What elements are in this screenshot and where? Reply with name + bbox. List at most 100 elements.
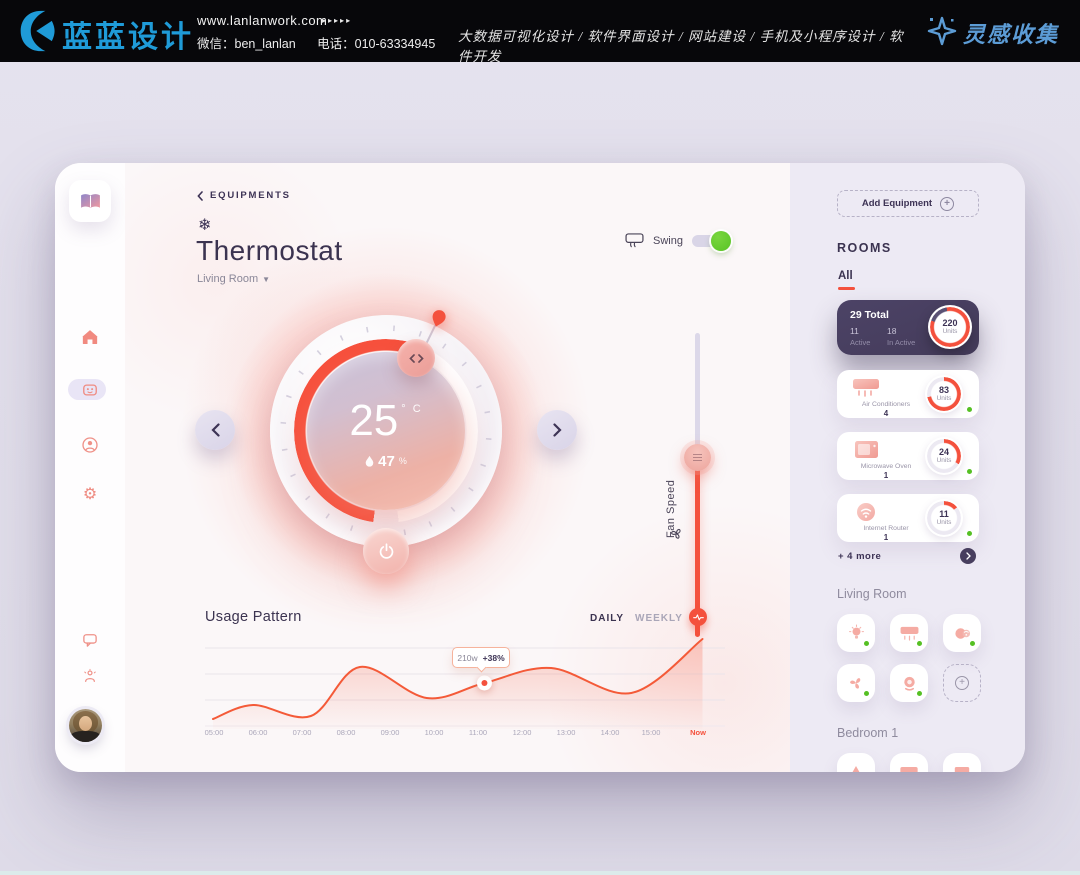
rooms-title: ROOMS <box>837 241 892 255</box>
equipment-units-ring: 11 Units <box>925 499 963 537</box>
marker-dot <box>481 680 488 686</box>
usage-pattern-title: Usage Pattern <box>205 609 302 625</box>
add-equipment-label: Add Equipment <box>861 198 933 209</box>
humidity-readout: 47 % <box>365 453 407 470</box>
tile-wifi-router[interactable] <box>943 614 981 652</box>
sparkle-star-icon <box>927 16 957 46</box>
room-selector[interactable]: Living Room ▼ <box>197 273 270 285</box>
tile-fan[interactable] <box>837 664 875 702</box>
rooms-panel: Add Equipment + ROOMS All 29 Total 11 Ac… <box>790 163 1025 772</box>
x-axis-label: 06:00 <box>248 728 268 737</box>
brand-name: 蓝蓝设计 <box>62 21 194 54</box>
tab-daily[interactable]: DAILY <box>590 613 625 624</box>
sidebar-item-messages[interactable] <box>83 633 98 647</box>
website-link[interactable]: www.lanlanwork.com <box>197 13 328 28</box>
sidebar-item-settings[interactable]: ⚙ <box>83 484 97 504</box>
swing-icon <box>625 233 644 248</box>
user-avatar[interactable] <box>69 709 102 742</box>
humidity-unit: % <box>398 456 407 466</box>
heater-icon <box>954 767 970 772</box>
temp-decrease-button[interactable] <box>195 410 235 450</box>
promo-banner: 蓝蓝设计 www.lanlanwork.com ▸▸▸▸▸ 微信：ben_lan… <box>0 0 1080 64</box>
expand-more-button[interactable] <box>960 548 976 564</box>
filter-all[interactable]: All <box>838 270 855 290</box>
tile-add-device[interactable]: + <box>943 664 981 702</box>
x-axis-label: 07:00 <box>292 728 312 737</box>
temperature-readout: 25 ° C <box>349 395 422 445</box>
summary-units-ring: 220 Units <box>928 305 972 349</box>
dial-ticks <box>280 325 492 537</box>
x-axis-label: 12:00 <box>512 728 532 737</box>
equipment-count: 4 <box>883 409 889 418</box>
summary-active: 11 Active <box>850 326 871 347</box>
fan-speed-label: Fan Speed <box>665 479 677 538</box>
equipment-card-microwave-oven[interactable]: Microwave Oven 1 24 Units <box>837 432 979 480</box>
chevron-left-icon <box>408 353 415 363</box>
snowflake-icon: ❄ <box>198 217 212 234</box>
temperature-pin-icon <box>432 310 446 327</box>
summary-inactive: 18 In Active <box>887 326 916 347</box>
microwave-oven-icon <box>855 441 878 458</box>
temperature-drag-knob[interactable] <box>397 339 435 377</box>
phone-label: 电话：010-63334945 <box>317 37 436 51</box>
x-axis-label: 05:00 <box>204 728 224 737</box>
services-list: 大数据可视化设计 / 软件界面设计 / 网站建设 / 手机及小程序设计 / 软件… <box>458 29 904 64</box>
sidebar-item-account[interactable] <box>82 437 99 454</box>
fan-slider-knob[interactable] <box>684 444 711 471</box>
arrows-decoration: ▸▸▸▸▸ <box>322 16 353 25</box>
avatar-art <box>71 731 100 742</box>
equipment-name: Microwave Oven <box>860 463 912 470</box>
fan-slider-track[interactable] <box>695 333 700 459</box>
tile-air-conditioner[interactable] <box>890 614 928 652</box>
chat-icon <box>83 634 97 647</box>
activity-button[interactable] <box>689 608 707 626</box>
x-axis-label: 15:00 <box>641 728 661 737</box>
sidebar-item-profile[interactable] <box>83 668 98 684</box>
tile-lamp[interactable] <box>837 753 875 772</box>
tile-air-conditioner[interactable] <box>890 753 928 772</box>
bottom-edge-strip <box>0 871 1080 875</box>
plus-icon: + <box>955 676 969 690</box>
air-conditioner-icon <box>853 379 879 397</box>
chevron-right-icon <box>417 353 424 363</box>
app-logo[interactable] <box>69 180 111 222</box>
lamp-icon <box>852 766 860 772</box>
tile-bulb[interactable] <box>837 614 875 652</box>
add-equipment-button[interactable]: Add Equipment + <box>837 190 979 217</box>
sidebar-item-devices-active[interactable] <box>68 379 106 400</box>
fan-slider-fill <box>695 457 700 637</box>
tab-weekly[interactable]: WEEKLY <box>635 613 683 624</box>
sidebar-item-home[interactable] <box>82 329 99 345</box>
equipment-count: 1 <box>883 533 889 542</box>
summary-card[interactable]: 29 Total 11 Active 18 In Active 220 Unit… <box>837 300 979 355</box>
equipment-name: Air Conditioners <box>861 401 911 408</box>
active-status-dot <box>917 691 922 696</box>
temperature-value: 25 <box>349 395 399 445</box>
power-button[interactable] <box>363 528 409 574</box>
breadcrumb-back[interactable]: EQUIPMENTS <box>197 190 291 201</box>
summary-total: 29 Total <box>850 309 889 321</box>
chart-tooltip: 210w +38% <box>452 647 510 668</box>
x-axis-label: 14:00 <box>600 728 620 737</box>
smart-home-app-window: ⚙ <box>55 163 1025 772</box>
equipment-card-internet-router[interactable]: Internet Router 1 11 Units <box>837 494 979 542</box>
tile-heater[interactable] <box>943 753 981 772</box>
active-status-dot <box>864 641 869 646</box>
equipment-count: 1 <box>883 471 889 480</box>
air-conditioner-icon <box>900 626 918 641</box>
x-axis-label: 10:00 <box>424 728 444 737</box>
chevron-right-icon <box>552 423 562 437</box>
sidebar: ⚙ <box>55 163 125 772</box>
x-axis-label: 11:00 <box>468 728 488 737</box>
gear-icon: ⚙ <box>82 486 98 503</box>
equipment-card-air-conditioners[interactable]: Air Conditioners 4 83 Units <box>837 370 979 418</box>
show-more-link[interactable]: + 4 more <box>838 551 882 562</box>
temp-increase-button[interactable] <box>537 410 577 450</box>
equipment-units-ring: 24 Units <box>925 437 963 475</box>
x-axis-label: 09:00 <box>380 728 400 737</box>
pulse-icon <box>692 614 704 621</box>
swing-toggle[interactable] <box>691 230 731 251</box>
camera-icon <box>903 676 915 691</box>
tile-camera[interactable] <box>890 664 928 702</box>
summary-units-label: Units <box>942 328 958 336</box>
